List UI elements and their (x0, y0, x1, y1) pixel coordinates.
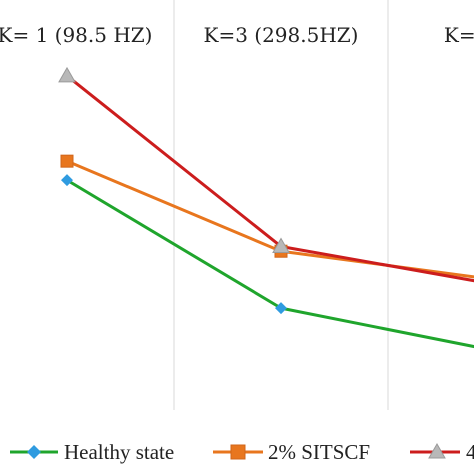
series-1-point-2 (275, 302, 287, 315)
series-3-point-2 (272, 237, 290, 253)
legend: Healthy state 2% SITSCF 4 (10, 440, 474, 464)
category-labels: K= 1 (98.5 HZ) K=3 (298.5HZ) K=3( (0, 23, 474, 47)
legend-label-3: 4 (466, 440, 474, 464)
category-gridlines (173, 0, 389, 410)
series-markers (58, 66, 290, 315)
legend-item-3: 4 (410, 440, 474, 464)
category-label-1: K= 1 (98.5 HZ) (0, 23, 152, 47)
series-lines (66, 74, 474, 349)
legend-marker-1 (27, 445, 41, 459)
series-1-point-1 (61, 174, 73, 187)
legend-item-1: Healthy state (10, 440, 174, 464)
legend-item-2: 2% SITSCF (213, 440, 370, 464)
legend-marker-3 (428, 442, 446, 459)
legend-label-1: Healthy state (64, 440, 174, 464)
series-line-1 (66, 178, 474, 349)
series-line-3 (66, 74, 474, 283)
legend-marker-2 (230, 444, 246, 460)
series-3-point-1 (58, 66, 76, 83)
legend-label-2: 2% SITSCF (268, 440, 370, 464)
series-2-point-1 (60, 154, 74, 168)
series-line-2 (66, 159, 474, 279)
category-label-3: K=3( (444, 23, 474, 47)
category-label-2: K=3 (298.5HZ) (204, 23, 359, 47)
